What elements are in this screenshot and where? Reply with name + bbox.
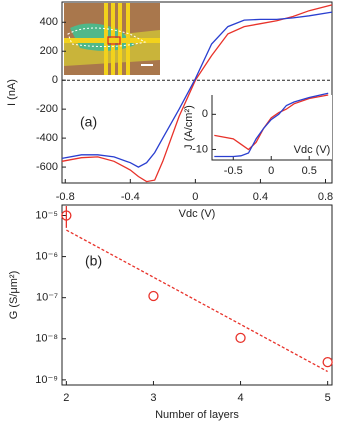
inset-axes (211, 95, 332, 161)
fit-line (66, 229, 328, 373)
x-tick-label: -0.4 (121, 191, 140, 203)
series-line (61, 4, 333, 183)
plot-frame (61, 204, 333, 386)
data-point (61, 210, 72, 221)
y-tick-label: -600 (36, 161, 58, 173)
x-tick-label: 3 (150, 392, 156, 404)
y-tick-label: -200 (36, 103, 58, 115)
series-line (214, 92, 329, 158)
y-axis-label: I (nA) (6, 79, 18, 106)
data-point (235, 332, 246, 344)
x-tick-label: 5 (325, 392, 331, 404)
plot-frame (61, 1, 333, 184)
x-tick-label: -0.8 (56, 191, 75, 203)
y-tick-label: 10⁻⁸ (35, 333, 58, 345)
x-tick-label: 4 (237, 392, 243, 404)
data-point (148, 290, 159, 302)
inset-photo (64, 3, 160, 75)
x-tick-label: 0.5 (302, 165, 317, 177)
y-tick-label: 400 (40, 16, 58, 28)
panel-label: (b) (85, 253, 102, 269)
y-tick-label: 10⁻⁷ (36, 292, 58, 304)
y-tick-label: -10 (192, 143, 208, 155)
x-axis-label: Vdc (V) (294, 144, 331, 156)
y-tick-label: 0 (52, 74, 58, 86)
y-tick-label: 200 (40, 45, 58, 57)
series-line (61, 11, 333, 168)
x-axis-label: Vdc (V) (179, 208, 216, 220)
y-axis-label: J (A/cm²) (183, 105, 195, 150)
y-axis-label: G (S/μm²) (8, 271, 20, 320)
x-tick-label: 0.4 (253, 191, 268, 203)
x-tick-label: 0.8 (318, 191, 333, 203)
y-tick-label: -400 (36, 132, 58, 144)
x-tick-label: 0 (192, 191, 198, 203)
inset-background (212, 95, 332, 160)
data-point (322, 356, 333, 368)
y-tick-label: 10⁻⁵ (35, 209, 58, 221)
x-tick-label: 0 (268, 165, 274, 177)
x-tick-label: -0.5 (224, 165, 243, 177)
x-axis-label: Number of layers (155, 409, 239, 421)
y-tick-label: 10⁻⁹ (35, 374, 58, 386)
panel-label: (a) (80, 114, 97, 130)
x-tick-label: 2 (63, 392, 69, 404)
y-tick-label: 10⁻⁶ (35, 250, 58, 262)
y-tick-label: 0 (202, 108, 208, 120)
